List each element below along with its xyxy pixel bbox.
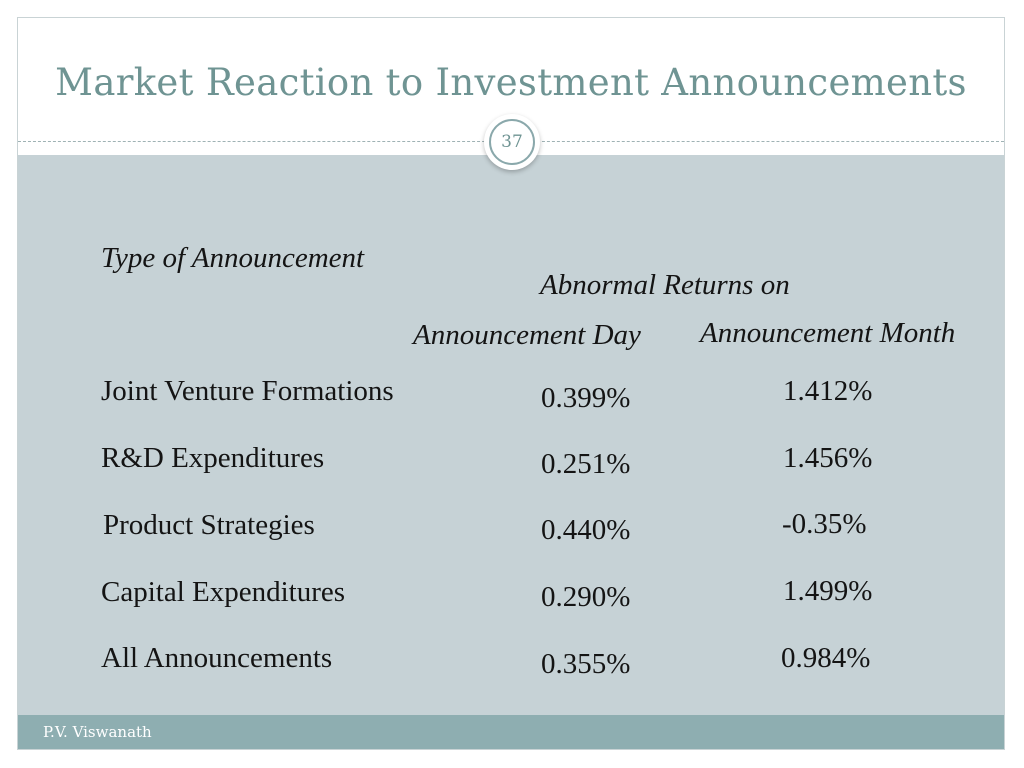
footer-bar: P.V. Viswanath	[18, 715, 1004, 749]
row-month-value: 1.412%	[783, 375, 873, 407]
row-type: All Announcements	[101, 642, 333, 674]
row-month-value: -0.35%	[782, 508, 867, 540]
announcement-day-header: Announcement Day	[413, 319, 641, 351]
announcement-month-header: Announcement Month	[700, 317, 956, 349]
page-number-badge: 37	[484, 114, 540, 170]
row-day-value: 0.355%	[541, 648, 631, 680]
row-day-value: 0.440%	[541, 514, 631, 546]
row-type: Joint Venture Formations	[101, 375, 394, 407]
content-area: Type of Announcement Abnormal Returns on…	[18, 155, 1004, 717]
row-month-value: 0.984%	[781, 642, 871, 674]
row-day-value: 0.399%	[541, 382, 631, 414]
footer-author: P.V. Viswanath	[43, 723, 152, 741]
row-day-value: 0.290%	[541, 581, 631, 613]
slide-title: Market Reaction to Investment Announceme…	[55, 61, 967, 104]
type-header: Type of Announcement	[101, 242, 365, 274]
row-type: R&D Expenditures	[101, 442, 325, 474]
row-month-value: 1.499%	[783, 575, 873, 607]
row-type: Product Strategies	[103, 509, 315, 541]
abnormal-returns-header: Abnormal Returns on	[540, 269, 790, 301]
row-type: Capital Expenditures	[101, 576, 346, 608]
row-day-value: 0.251%	[541, 448, 631, 480]
slide: Market Reaction to Investment Announceme…	[17, 17, 1005, 750]
row-month-value: 1.456%	[783, 442, 873, 474]
page-number: 37	[489, 119, 535, 165]
